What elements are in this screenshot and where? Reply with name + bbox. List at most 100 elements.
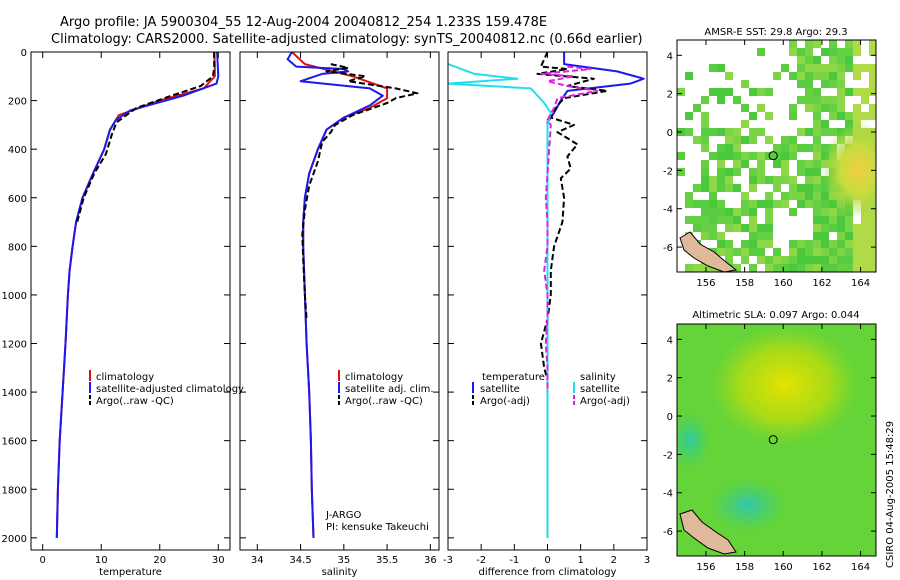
sst-field-cell (845, 216, 853, 224)
sst-field-cell (805, 72, 813, 80)
sst-field-cell (717, 232, 725, 240)
sst-field-cell (821, 200, 829, 208)
sst-field-cell (773, 184, 781, 192)
sst-field-cell (749, 128, 757, 136)
sst-field-cell (845, 240, 853, 248)
sst-field-cell (789, 248, 797, 256)
coastline-shape (679, 231, 738, 272)
sst-field-cell (765, 192, 773, 200)
x-tick-label: 3 (644, 555, 650, 566)
sst-field-cell (749, 136, 757, 144)
difference-series-line (448, 63, 552, 538)
sla-high-region (710, 325, 860, 445)
sst-field-cell (701, 232, 709, 240)
sst-field-cell (741, 248, 749, 256)
sst-field-cell (813, 264, 821, 272)
map-x-tick-label: 160 (774, 562, 793, 573)
y-tick-label: 1800 (2, 485, 27, 496)
sst-field-cell (733, 216, 741, 224)
difference-series-line (546, 52, 645, 538)
sst-field-cell (829, 264, 837, 272)
sst-field-cell (701, 96, 709, 104)
sst-field-cell (725, 184, 733, 192)
sst-field-cell (797, 160, 805, 168)
sst-field-cell (869, 112, 876, 120)
sst-field-cell (789, 72, 797, 80)
sst-field-cell (757, 104, 765, 112)
sst-field-cell (837, 216, 845, 224)
sst-field-cell (773, 264, 781, 272)
sst-field-cell (853, 248, 861, 256)
sst-field-cell (773, 72, 781, 80)
sst-field-cell (717, 88, 725, 96)
temperature-series-line (55, 52, 216, 538)
sst-map-title: AMSR-E SST: 29.8 Argo: 29.3 (704, 27, 847, 38)
map-y-tick-label: 4 (667, 51, 673, 62)
sst-field-cell (701, 112, 709, 120)
sst-field-cell (869, 104, 876, 112)
sst-field-cell (821, 208, 829, 216)
sst-field-cell (869, 248, 876, 256)
sst-field-cell (733, 184, 741, 192)
sst-field-cell (717, 144, 725, 152)
sst-field-cell (757, 224, 765, 232)
map-y-tick-label: -2 (663, 166, 673, 177)
sst-field-cell (717, 168, 725, 176)
sst-field-cell (813, 240, 821, 248)
sst-field-cell (677, 152, 685, 160)
sst-field-cell (773, 176, 781, 184)
sst-field-cell (837, 264, 845, 272)
sst-field-cell (797, 264, 805, 272)
sst-field-cell (869, 216, 876, 224)
sst-field-cell (725, 176, 733, 184)
sst-field-cell (861, 248, 869, 256)
sst-field-cell (837, 96, 845, 104)
sst-field-cell (789, 256, 797, 264)
sst-field-cell (693, 200, 701, 208)
sst-field-cell (813, 112, 821, 120)
map-x-tick-label: 162 (812, 562, 831, 573)
sst-field-cell (805, 248, 813, 256)
sst-field-cell (765, 216, 773, 224)
sst-field-cell (861, 256, 869, 264)
sst-field-cell (813, 88, 821, 96)
sst-field-cell (741, 192, 749, 200)
sst-field-cell (765, 232, 773, 240)
sst-field-cell (733, 96, 741, 104)
sst-field-cell (733, 168, 741, 176)
sst-field-cell (693, 264, 701, 272)
sst-field-cell (813, 160, 821, 168)
sst-field-cell (733, 248, 741, 256)
sst-field-cell (749, 264, 757, 272)
sst-field-cell (757, 168, 765, 176)
sst-field-cell (789, 240, 797, 248)
x-tick-label: 30 (212, 555, 225, 566)
salinity-xlabel: salinity (322, 567, 358, 578)
salinity-series-line (291, 52, 389, 538)
sst-field-cell (765, 264, 773, 272)
sst-field-cell (701, 144, 709, 152)
sst-field-cell (733, 208, 741, 216)
sst-field-cell (789, 152, 797, 160)
sst-field-cell (869, 224, 876, 232)
legend-title-salinity: salinity (580, 372, 616, 383)
sst-field-cell (733, 128, 741, 136)
y-tick-label: 400 (8, 145, 27, 156)
sst-field-cell (813, 232, 821, 240)
sst-field-cell (813, 176, 821, 184)
sst-field-cell (869, 232, 876, 240)
sst-field-cell (781, 176, 789, 184)
sst-field-cell (741, 240, 749, 248)
salinity-series-group (286, 52, 419, 538)
sst-field-cell (757, 232, 765, 240)
sst-field-cell (749, 112, 757, 120)
sst-field-cell (757, 152, 765, 160)
sst-field-cell (733, 264, 741, 272)
sst-field-cell (789, 48, 797, 56)
sst-field-cell (725, 72, 733, 80)
sst-field-cell (845, 48, 853, 56)
sst-field-cell (829, 96, 837, 104)
sst-field-cell (797, 256, 805, 264)
sla-map-title: Altimetric SLA: 0.097 Argo: 0.044 (692, 310, 859, 321)
sst-field-cell (741, 208, 749, 216)
